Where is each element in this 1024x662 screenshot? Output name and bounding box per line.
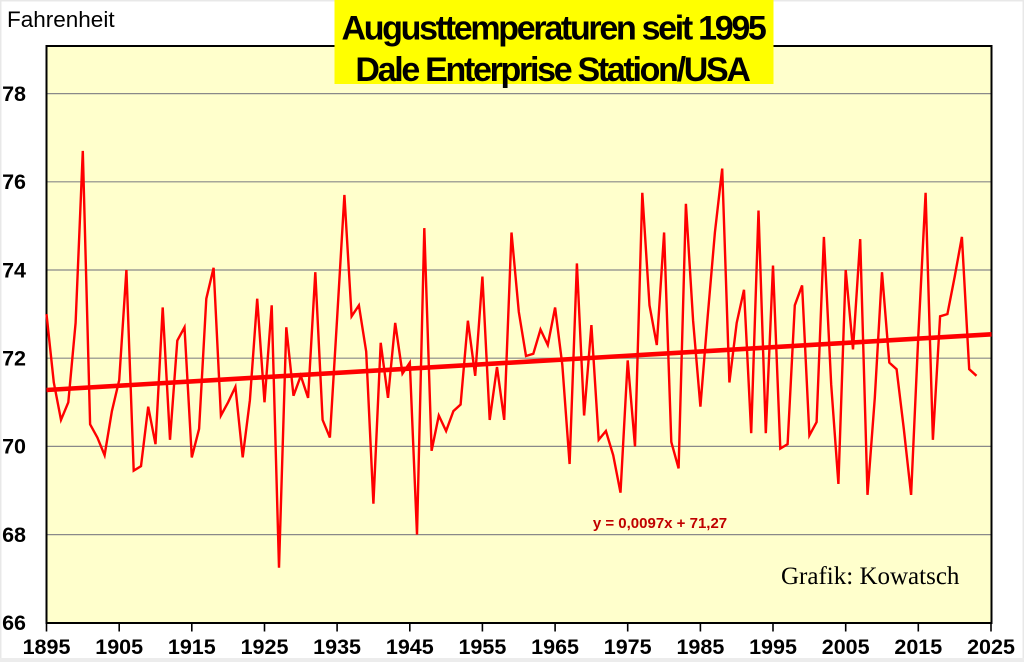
svg-text:72: 72 [2, 347, 26, 371]
svg-text:1955: 1955 [458, 635, 506, 659]
svg-text:1995: 1995 [749, 635, 797, 659]
svg-text:78: 78 [2, 82, 26, 106]
svg-text:74: 74 [2, 258, 26, 282]
svg-text:2025: 2025 [967, 635, 1015, 659]
svg-text:Fahrenheit: Fahrenheit [7, 7, 115, 32]
svg-text:Grafik: Kowatsch: Grafik: Kowatsch [781, 563, 960, 590]
svg-text:y = 0,0097x + 71,27: y = 0,0097x + 71,27 [593, 515, 727, 532]
svg-text:1935: 1935 [313, 635, 361, 659]
svg-text:70: 70 [2, 435, 26, 459]
svg-text:2005: 2005 [822, 635, 870, 659]
svg-text:Dale Enterprise Station/USA: Dale Enterprise Station/USA [355, 51, 750, 89]
svg-text:76: 76 [2, 170, 26, 194]
svg-text:1915: 1915 [168, 635, 216, 659]
svg-text:1975: 1975 [604, 635, 652, 659]
svg-text:1985: 1985 [676, 635, 724, 659]
svg-text:1925: 1925 [241, 635, 289, 659]
svg-text:Augusttemperaturen seit 1995: Augusttemperaturen seit 1995 [341, 10, 765, 48]
svg-text:66: 66 [2, 611, 26, 635]
svg-text:68: 68 [2, 523, 26, 547]
svg-text:1905: 1905 [95, 635, 143, 659]
svg-text:1965: 1965 [531, 635, 579, 659]
svg-text:1895: 1895 [23, 635, 71, 659]
svg-text:1945: 1945 [386, 635, 434, 659]
svg-text:2015: 2015 [894, 635, 942, 659]
